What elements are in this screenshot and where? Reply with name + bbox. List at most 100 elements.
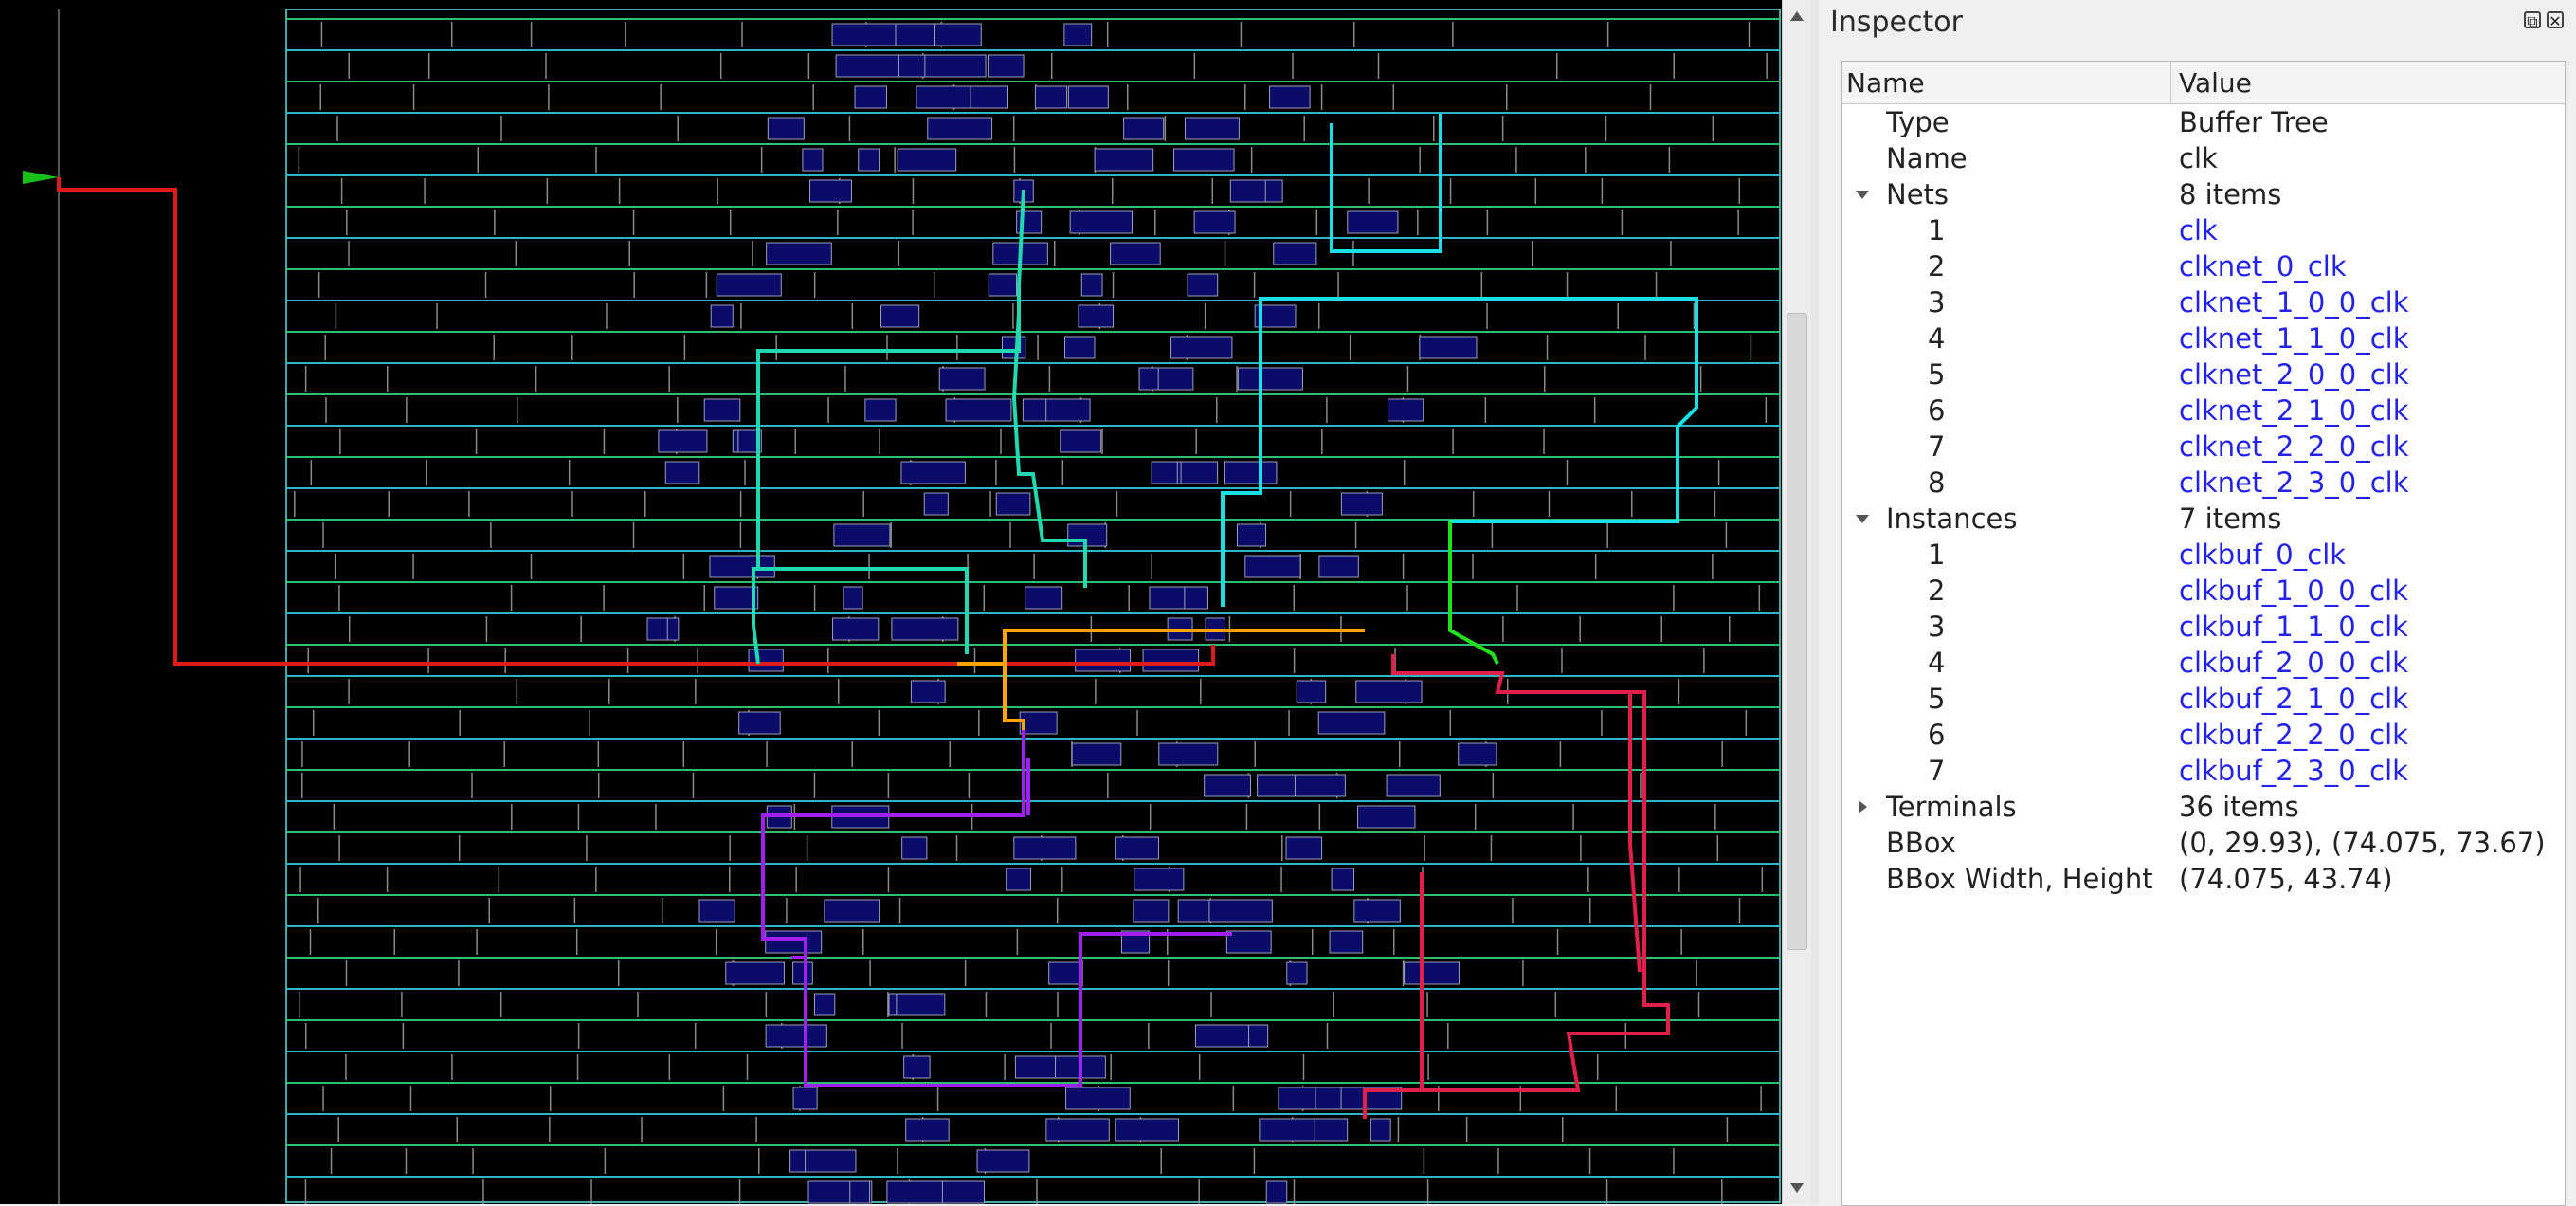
- standard-cell: [1115, 1118, 1179, 1142]
- standard-cell: [1317, 711, 1386, 735]
- net-link[interactable]: clknet_2_2_0_clk: [2179, 430, 2409, 463]
- standard-cell: [1265, 1180, 1288, 1204]
- net-item[interactable]: 6 clknet_2_1_0_clk: [1842, 393, 2565, 429]
- standard-cell: [703, 398, 741, 422]
- standard-cell: [888, 23, 935, 46]
- standard-cell: [1045, 1118, 1110, 1142]
- layout-vertical-scrollbar[interactable]: [1782, 0, 1811, 1204]
- inspector-panel: Inspector ⧉ ✕ Name Value Type Buffer Tre…: [1819, 0, 2576, 1206]
- standard-cell: [792, 1087, 818, 1110]
- net-link[interactable]: clknet_0_clk: [2179, 250, 2347, 283]
- item-index: 4: [1928, 647, 1946, 679]
- tree-row-type[interactable]: Type Buffer Tree: [1842, 105, 2565, 141]
- standard-cell: [854, 85, 888, 109]
- standard-cell: [664, 461, 700, 484]
- standard-cell: [1259, 1118, 1315, 1142]
- net-item[interactable]: 7 clknet_2_2_0_clk: [1842, 429, 2565, 466]
- standard-cell: [1458, 742, 1497, 766]
- tree-row-bbox[interactable]: BBox (0, 29.93), (74.075, 73.67): [1842, 826, 2565, 862]
- instance-item[interactable]: 1 clkbuf_0_clk: [1842, 538, 2565, 574]
- float-panel-icon[interactable]: ⧉: [2524, 11, 2541, 30]
- instance-item[interactable]: 7 clkbuf_2_3_0_clk: [1842, 754, 2565, 790]
- standard-cell: [824, 899, 880, 923]
- net-item[interactable]: 3 clknet_1_0_0_clk: [1842, 285, 2565, 321]
- standard-cell: [1370, 1118, 1391, 1142]
- standard-cell: [924, 54, 987, 78]
- item-index: 7: [1928, 430, 1946, 463]
- standard-cell: [1019, 711, 1058, 735]
- standard-cell: [1185, 117, 1240, 140]
- standard-cell: [1278, 1087, 1316, 1110]
- net-item[interactable]: 4 clknet_1_1_0_clk: [1842, 321, 2565, 357]
- expand-arrow-icon[interactable]: [1856, 515, 1869, 523]
- scroll-down-icon[interactable]: [1790, 1183, 1804, 1193]
- clock-trunk-wire: [1003, 664, 1025, 806]
- net-item[interactable]: 2 clknet_0_clk: [1842, 249, 2565, 285]
- tree-row-bbox-size[interactable]: BBox Width, Height (74.075, 43.74): [1842, 862, 2565, 898]
- instance-item[interactable]: 3 clkbuf_1_1_0_clk: [1842, 610, 2565, 646]
- collapse-arrow-icon[interactable]: [1859, 800, 1867, 813]
- item-index: 6: [1928, 394, 1946, 427]
- standard-cell: [1071, 742, 1122, 766]
- clock-trunk-wire: [957, 629, 1365, 666]
- scroll-up-icon[interactable]: [1790, 11, 1804, 21]
- standard-cell: [835, 54, 899, 78]
- net-link[interactable]: clknet_2_1_0_clk: [2179, 394, 2409, 427]
- net-item[interactable]: 1 clk: [1842, 213, 2565, 249]
- expand-arrow-icon[interactable]: [1856, 191, 1869, 199]
- instance-link[interactable]: clkbuf_0_clk: [2179, 539, 2347, 571]
- column-header-value[interactable]: Value: [2179, 67, 2252, 99]
- net-link[interactable]: clk: [2179, 214, 2218, 247]
- instance-link[interactable]: clkbuf_2_3_0_clk: [2179, 755, 2408, 787]
- tree-row-terminals[interactable]: Terminals 36 items: [1842, 790, 2565, 826]
- standard-cell: [1065, 1087, 1131, 1110]
- layout-canvas[interactable]: [0, 0, 1782, 1204]
- layout-viewer[interactable]: [0, 0, 1782, 1204]
- standard-cell: [930, 23, 982, 46]
- tree-row-name[interactable]: Name clk: [1842, 141, 2565, 177]
- instance-link[interactable]: clkbuf_2_0_0_clk: [2179, 647, 2408, 679]
- standard-cell: [1173, 148, 1235, 172]
- standard-cell: [1285, 836, 1323, 860]
- net-link[interactable]: clknet_2_3_0_clk: [2179, 466, 2409, 499]
- standard-cell: [1318, 555, 1359, 578]
- standard-cell: [1387, 398, 1424, 422]
- scrollbar-thumb[interactable]: [1787, 313, 1807, 950]
- standard-cell: [710, 304, 734, 328]
- instance-item[interactable]: 4 clkbuf_2_0_0_clk: [1842, 646, 2565, 682]
- standard-cell: [1120, 930, 1151, 954]
- standard-cell: [976, 1149, 1030, 1173]
- standard-cell: [1094, 148, 1154, 172]
- tree-row-instances[interactable]: Instances 7 items: [1842, 502, 2565, 538]
- net-link[interactable]: clknet_1_0_0_clk: [2179, 286, 2409, 319]
- column-divider[interactable]: [2170, 62, 2171, 103]
- instance-link[interactable]: clkbuf_1_0_0_clk: [2179, 575, 2408, 607]
- net-link[interactable]: clknet_2_0_0_clk: [2179, 358, 2409, 391]
- net-item[interactable]: 8 clknet_2_3_0_clk: [1842, 466, 2565, 502]
- net-link[interactable]: clknet_1_1_0_clk: [2179, 322, 2409, 355]
- instance-item[interactable]: 6 clkbuf_2_2_0_clk: [1842, 718, 2565, 754]
- instance-link[interactable]: clkbuf_1_1_0_clk: [2179, 611, 2408, 643]
- tree-row-nets[interactable]: Nets 8 items: [1842, 177, 2565, 213]
- instance-item[interactable]: 2 clkbuf_1_0_0_clk: [1842, 574, 2565, 610]
- standard-cell: [1170, 336, 1233, 359]
- column-header-name[interactable]: Name: [1846, 67, 1925, 99]
- instance-link[interactable]: clkbuf_2_2_0_clk: [2179, 719, 2408, 751]
- row-value: Buffer Tree: [2179, 106, 2329, 138]
- instance-item[interactable]: 5 clkbuf_2_1_0_clk: [1842, 682, 2565, 718]
- panel-splitter[interactable]: [1811, 0, 1819, 1204]
- clock-branch-wire: [1330, 114, 1442, 253]
- inspector-tree[interactable]: Name Value Type Buffer Tree Name clk Net…: [1841, 61, 2566, 1206]
- net-item[interactable]: 5 clknet_2_0_0_clk: [1842, 357, 2565, 393]
- standard-cell: [858, 148, 880, 172]
- standard-cell: [709, 555, 775, 578]
- clock-branch-wire: [1363, 654, 1670, 1119]
- instance-link[interactable]: clkbuf_2_1_0_clk: [2179, 683, 2408, 715]
- standard-cell: [988, 273, 1017, 297]
- standard-cell: [1286, 961, 1308, 985]
- row-value: 36 items: [2179, 791, 2299, 823]
- row-key: Terminals: [1886, 791, 2017, 823]
- close-panel-icon[interactable]: ✕: [2547, 11, 2564, 30]
- die-boundary: [285, 9, 1781, 1203]
- standard-cell: [1069, 210, 1133, 234]
